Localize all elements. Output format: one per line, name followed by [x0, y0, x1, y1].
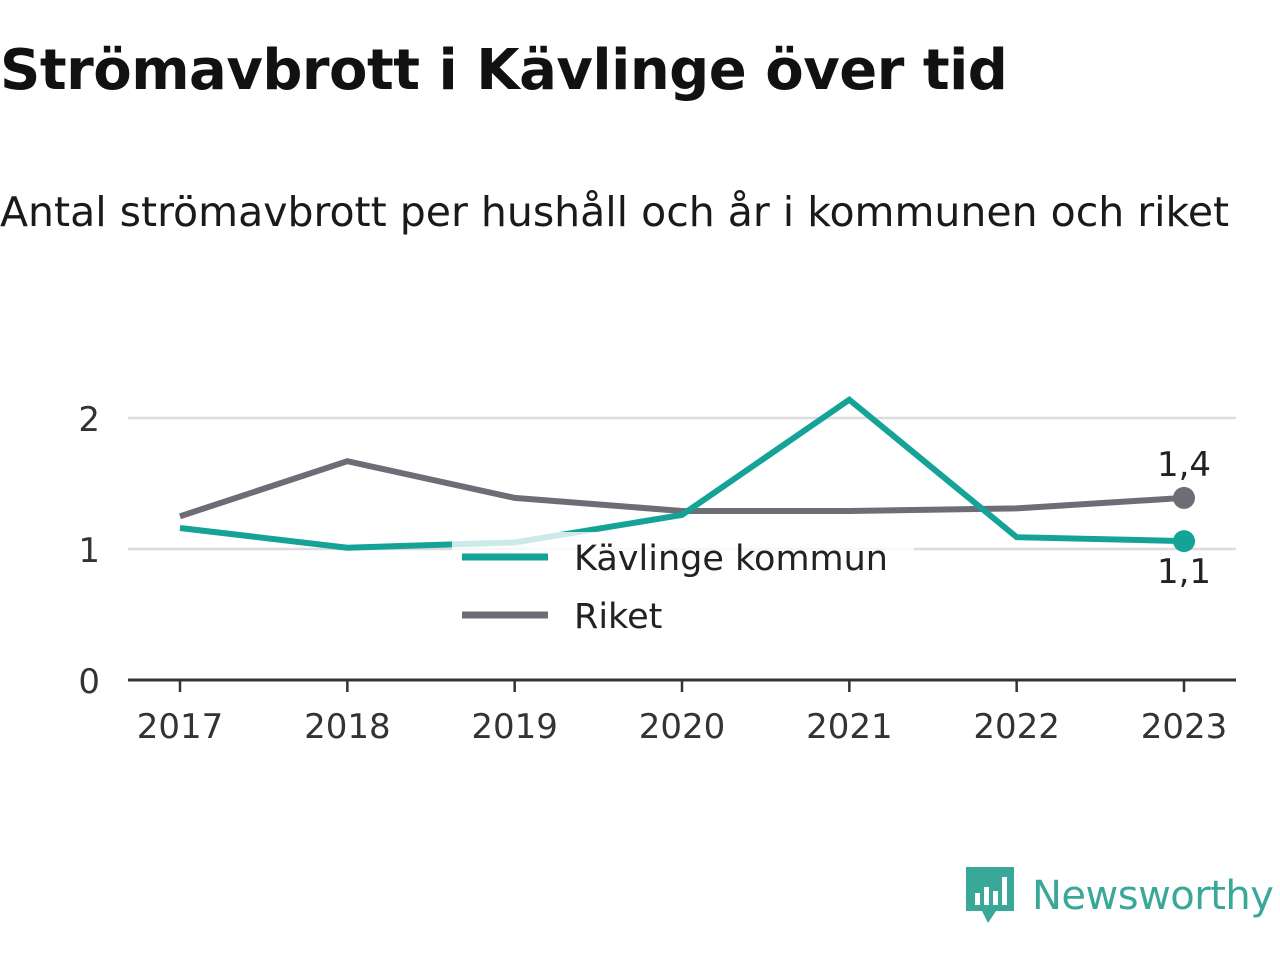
end-marker-riket [1173, 486, 1195, 509]
x-tick-label: 2021 [806, 707, 893, 747]
newsworthy-logo-icon [966, 867, 1014, 923]
brand-name: Newsworthy [1032, 873, 1274, 919]
y-tick-label: 0 [78, 662, 100, 702]
legend-label-riket: Riket [574, 597, 662, 637]
x-tick-label: 2022 [973, 707, 1060, 747]
page-title: Strömavbrott i Kävlinge över tid [0, 38, 1008, 103]
series-lines [179, 395, 1185, 551]
legend-label-kavlinge: Kävlinge kommun [574, 539, 888, 579]
legend-background [452, 532, 914, 642]
y-tick-label: 2 [78, 400, 100, 440]
end-marker-kavlinge [1173, 530, 1195, 553]
y-axis-ticks: 0 1 2 [78, 400, 100, 702]
series-line-kavlinge [179, 395, 1185, 551]
x-axis: 2017 2018 2019 2020 2021 2022 2023 [128, 678, 1236, 747]
end-label-riket: 1,4 [1157, 445, 1211, 485]
page-subtitle: Antal strömavbrott per hushåll och år i … [0, 188, 1230, 236]
x-tick-label: 2023 [1141, 707, 1228, 747]
x-tick-label: 2020 [639, 707, 726, 747]
end-label-kavlinge: 1,1 [1157, 552, 1211, 592]
end-labels: 1,1 1,4 [1157, 445, 1211, 592]
legend: Kävlinge kommun Riket [452, 532, 914, 642]
x-tick-label: 2018 [304, 707, 391, 747]
newsworthy-brand: Newsworthy [964, 864, 1274, 928]
x-tick-label: 2019 [471, 707, 558, 747]
series-line-riket [179, 458, 1185, 520]
x-tick-label: 2017 [137, 707, 224, 747]
y-tick-label: 1 [78, 531, 100, 571]
grid-lines [128, 416, 1236, 551]
